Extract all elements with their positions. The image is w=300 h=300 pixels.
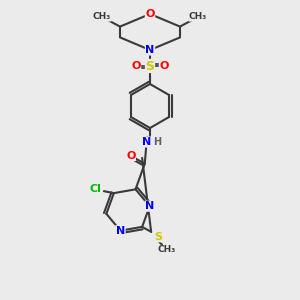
Text: O: O — [145, 9, 155, 19]
Text: N: N — [142, 137, 152, 147]
Text: N: N — [116, 226, 125, 236]
Text: S: S — [146, 59, 154, 73]
Text: N: N — [146, 45, 154, 55]
Text: Cl: Cl — [90, 184, 102, 194]
Text: N: N — [145, 201, 154, 211]
Text: CH₃: CH₃ — [189, 12, 207, 21]
Text: CH₃: CH₃ — [93, 12, 111, 21]
Text: CH₃: CH₃ — [157, 245, 175, 254]
Text: O: O — [131, 61, 141, 71]
Text: H: H — [153, 137, 161, 147]
Text: O: O — [126, 151, 135, 161]
Text: O: O — [159, 61, 169, 71]
Text: S: S — [154, 232, 162, 242]
